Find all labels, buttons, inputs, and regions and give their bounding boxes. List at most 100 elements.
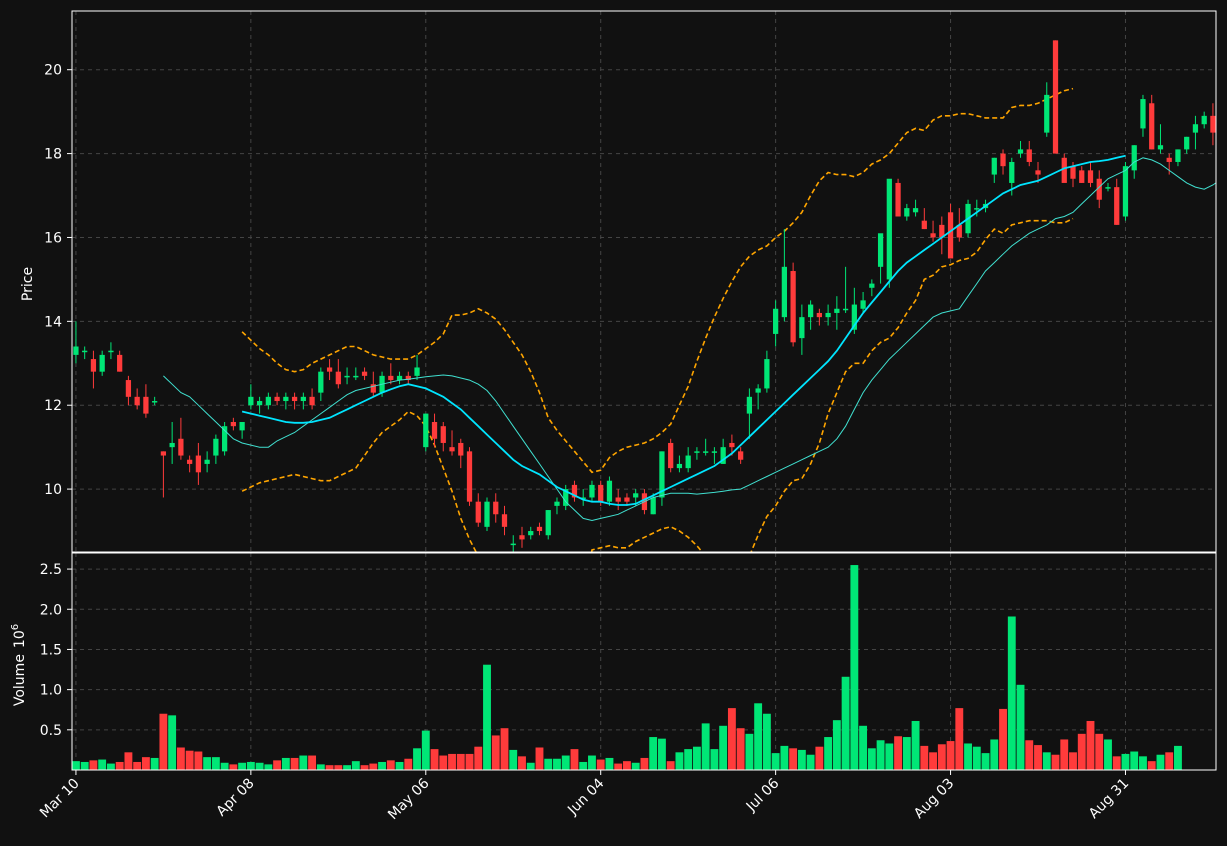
candle-body: [1052, 40, 1059, 154]
price-tick-label: 10: [44, 482, 62, 498]
volume-bar: [1147, 761, 1156, 770]
volume-bar: [238, 762, 247, 770]
candle-body: [589, 484, 595, 498]
volume-bar: [920, 745, 929, 770]
volume-bar: [220, 762, 229, 770]
candle-body: [475, 501, 481, 523]
candle-body: [300, 396, 306, 402]
candle-body: [291, 396, 298, 402]
candle-body: [615, 497, 621, 502]
candle-body: [283, 396, 289, 402]
volume-bar: [1086, 720, 1095, 770]
volume-bar: [299, 755, 308, 770]
candle-body: [169, 442, 175, 448]
candle-body: [676, 463, 683, 469]
volume-bar: [1051, 754, 1060, 770]
candle-body: [1026, 149, 1032, 162]
volume-bar: [684, 749, 693, 770]
candle-body: [1096, 178, 1102, 200]
volume-bar: [946, 741, 955, 770]
volume-axis: 0.5 1.0 1.5 2.0 2.5: [40, 562, 72, 739]
candle-body: [458, 442, 464, 456]
candle-body: [825, 312, 831, 318]
candle-body: [152, 401, 158, 403]
volume-bar: [902, 737, 911, 770]
candle-body: [204, 459, 210, 464]
volume-bar: [1025, 740, 1034, 770]
volume-bar: [273, 760, 282, 770]
candle-body: [519, 535, 525, 540]
volume-bar: [491, 735, 500, 770]
volume-bar: [1112, 756, 1121, 770]
volume-tick-label: 2.5: [40, 562, 62, 578]
candle-body: [501, 514, 508, 527]
candle-body: [484, 501, 490, 527]
candle-body: [947, 212, 954, 259]
price-panel-frame: [71, 10, 1217, 553]
price-tick-label: 16: [44, 230, 62, 246]
date-tick-label: Aug 03: [911, 776, 957, 822]
candle-body: [755, 388, 761, 393]
volume-bar: [1156, 754, 1165, 770]
volume-bar: [579, 761, 588, 770]
volume-axis-label-text: Volume: [12, 654, 28, 706]
candle-body: [449, 447, 455, 452]
candle-body: [580, 497, 586, 499]
volume-bar: [710, 749, 719, 770]
volume-bar: [570, 749, 579, 770]
price-tick-label: 18: [44, 147, 62, 163]
candle-body: [554, 501, 560, 506]
candle-body: [939, 224, 945, 238]
candle-body: [274, 396, 280, 402]
candle-body: [326, 367, 333, 372]
candle-body: [860, 300, 866, 309]
candle-body: [1166, 157, 1172, 162]
candle-body: [318, 371, 324, 393]
candle-body: [221, 426, 228, 452]
price-tick-label: 14: [44, 314, 62, 330]
volume-bar: [894, 736, 903, 770]
volume-bar: [544, 758, 553, 770]
candle-body: [807, 304, 814, 318]
volume-bar: [395, 761, 404, 770]
candle-body: [1157, 145, 1164, 150]
volume-bar: [1130, 751, 1139, 770]
candle-body: [1114, 187, 1120, 225]
date-tick-label: Aug 31: [1086, 776, 1132, 822]
volume-bar: [150, 757, 159, 770]
volume-bar: [159, 713, 168, 770]
candle-body: [834, 308, 840, 313]
candle-body: [790, 271, 796, 343]
volume-bar: [229, 764, 238, 770]
volume-bar: [430, 749, 439, 770]
date-tick-label: Jul 06: [743, 775, 783, 815]
volume-bar: [474, 746, 483, 770]
volume-bar: [203, 757, 212, 770]
candle-body: [711, 451, 718, 453]
volume-bar: [999, 708, 1007, 770]
candle-body: [668, 442, 674, 469]
candle-body: [1184, 136, 1190, 150]
volume-bar: [526, 762, 535, 770]
candle-body: [729, 442, 735, 448]
candle-body: [256, 401, 263, 406]
volume-bar: [701, 723, 710, 770]
volume-bar: [1060, 739, 1069, 770]
volume-bar: [990, 739, 999, 770]
candle-body: [405, 375, 411, 381]
volume-bar: [964, 743, 972, 770]
candle-body: [912, 208, 919, 213]
volume-bar: [640, 757, 649, 770]
volume-bar: [754, 703, 763, 770]
candle-body: [764, 359, 770, 389]
candle-body: [125, 380, 132, 397]
candle-body: [248, 396, 254, 406]
candle-body: [510, 543, 516, 546]
candle-body: [738, 451, 744, 460]
volume-bar: [72, 761, 80, 770]
candle-body: [1122, 166, 1129, 217]
candle-body: [1140, 99, 1146, 129]
volume-bar: [124, 752, 133, 770]
candle-body: [746, 396, 753, 414]
